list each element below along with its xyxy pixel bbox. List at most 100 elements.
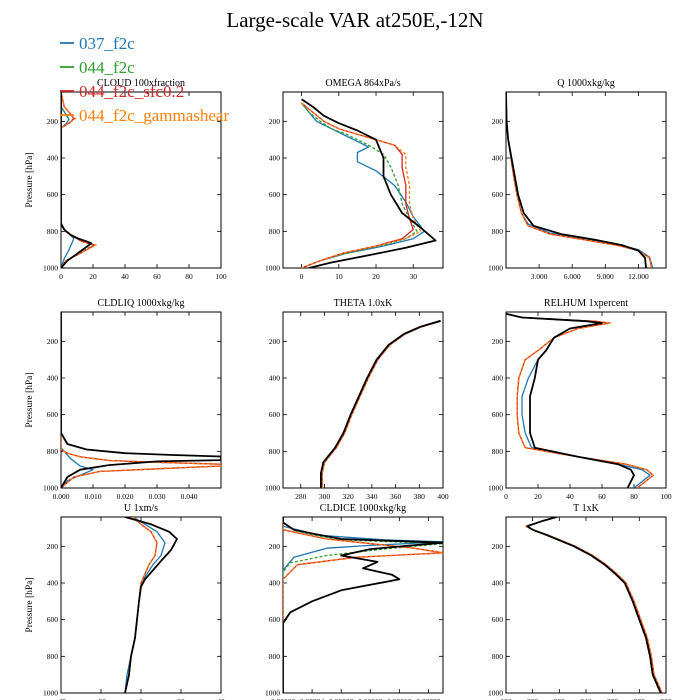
y-tick-label: 400 xyxy=(492,154,504,163)
x-tick-label: 0.00008 xyxy=(329,697,354,700)
x-tick-label: 40 xyxy=(566,492,574,501)
legend-label: 044_f2c xyxy=(79,58,135,77)
series-group xyxy=(320,319,441,488)
x-tick-label: 300 xyxy=(319,492,331,501)
x-tick-label: 40 xyxy=(121,272,129,281)
plot-frame xyxy=(505,311,667,489)
y-tick-label: 1000 xyxy=(43,264,58,273)
plot-frame xyxy=(505,91,667,269)
series-group xyxy=(283,517,443,693)
series-line-037-f2c xyxy=(525,517,663,693)
y-tick-label: 400 xyxy=(47,374,59,383)
legend-item-037-f2c: 037_f2c xyxy=(60,34,135,53)
y-tick-label: 1000 xyxy=(265,264,280,273)
y-tick-label: 400 xyxy=(47,579,59,588)
panel-title: OMEGA 864xPa/s xyxy=(325,78,400,89)
series-line-044-f2c-gammashear xyxy=(61,312,221,488)
panel-title: CLDLIQ 1000xkg/kg xyxy=(98,298,185,309)
x-tick-label: 0.030 xyxy=(149,492,166,501)
x-tick-label: 0.040 xyxy=(181,492,198,501)
x-tick-label: 30 xyxy=(409,272,417,281)
x-tick-label: 60 xyxy=(153,272,161,281)
panel-u: U 1xm/s 200 400 600 800 1000-40 -20 0 20 40 Pressu… xyxy=(25,503,225,700)
panel-title: CLOUD 100xfraction xyxy=(97,78,185,89)
series-line-reference xyxy=(61,312,221,488)
y-tick-label: 600 xyxy=(269,410,281,419)
panel-q: Q 1000xkg/kg 200 400 600 800 1000 3.000 6.000 9.… xyxy=(488,78,667,281)
y-tick-label: 200 xyxy=(269,337,281,346)
panel-title: CLDICE 1000xkg/kg xyxy=(320,503,406,514)
y-tick-label: 600 xyxy=(47,190,59,199)
y-tick-label: 800 xyxy=(492,652,504,661)
x-tick-label: 20 xyxy=(372,272,380,281)
x-tick-label: 280 xyxy=(295,492,307,501)
y-tick-label: 800 xyxy=(269,227,281,236)
x-tick-label: 3.000 xyxy=(531,272,548,281)
y-tick-label: 1000 xyxy=(43,689,58,698)
series-line-reference xyxy=(283,517,443,693)
x-tick-label: 9.000 xyxy=(597,272,614,281)
y-tick-label: 600 xyxy=(269,615,281,624)
y-tick-label: 600 xyxy=(492,615,504,624)
x-tick-label: 100 xyxy=(660,492,672,501)
series-line-037-f2c xyxy=(301,102,426,268)
series-line-reference xyxy=(506,92,647,268)
y-tick-label: 200 xyxy=(47,337,59,346)
x-tick-label: 0 xyxy=(59,272,63,281)
panel-omega: OMEGA 864xPa/s 200 400 600 800 1000 0 10 20 30 xyxy=(265,78,444,281)
series-line-044-f2c-gammashear xyxy=(506,92,653,268)
series-line-037-f2c xyxy=(321,320,441,488)
series-group xyxy=(301,98,437,268)
x-tick-label: 180 xyxy=(500,697,512,700)
series-group xyxy=(61,312,221,488)
series-line-044-f2c xyxy=(321,320,441,488)
x-tick-label: 0 xyxy=(300,272,304,281)
x-tick-label: 80 xyxy=(185,272,193,281)
x-tick-label: 380 xyxy=(414,492,426,501)
series-line-reference xyxy=(301,98,437,268)
y-tick-label: 400 xyxy=(269,374,281,383)
panel-theta: THETA 1.0xK 200 400 600 800 1000 280 300 320 340 3… xyxy=(265,298,449,501)
series-line-044-f2c xyxy=(301,102,418,268)
x-tick-label: 0 xyxy=(139,697,143,700)
x-tick-label: 40 xyxy=(217,697,225,700)
y-tick-label: 600 xyxy=(269,190,281,199)
series-line-044-f2c xyxy=(506,313,654,488)
series-line-044-f2c-gammashear xyxy=(301,102,422,268)
x-tick-label: 0.010 xyxy=(85,492,102,501)
series-line-044-f2c-sfc0-2 xyxy=(525,517,663,693)
y-tick-label: 1000 xyxy=(488,484,503,493)
series-line-044-f2c-gammashear xyxy=(506,313,654,488)
y-tick-label: 800 xyxy=(47,227,59,236)
x-tick-label: 20 xyxy=(534,492,542,501)
legend-label: 037_f2c xyxy=(79,34,135,53)
series-line-044-f2c xyxy=(506,92,653,268)
series-line-reference xyxy=(61,92,93,268)
y-tick-label: 800 xyxy=(47,652,59,661)
panel-title: RELHUM 1xpercent xyxy=(544,298,628,309)
legend-item-044-f2c-gammashear: 044_f2c_gammashear xyxy=(60,106,229,125)
x-tick-label: 80 xyxy=(630,492,638,501)
y-tick-label: 800 xyxy=(269,447,281,456)
y-tick-label: 200 xyxy=(492,117,504,126)
y-tick-label: 800 xyxy=(492,227,504,236)
series-line-reference xyxy=(526,517,662,693)
y-tick-label: 400 xyxy=(492,579,504,588)
series-line-044-f2c-gammashear xyxy=(525,517,663,693)
series-line-reference xyxy=(506,312,635,488)
x-tick-label: 240 xyxy=(580,697,592,700)
y-tick-label: 200 xyxy=(47,542,59,551)
x-tick-label: 320 xyxy=(343,492,355,501)
plot-frame xyxy=(60,516,222,694)
y-tick-label: 400 xyxy=(269,154,281,163)
x-tick-label: 100 xyxy=(215,272,227,281)
y-tick-label: 600 xyxy=(47,410,59,419)
panel-title: U 1xm/s xyxy=(124,503,158,514)
x-tick-label: 12.000 xyxy=(628,272,649,281)
x-tick-label: 340 xyxy=(366,492,378,501)
